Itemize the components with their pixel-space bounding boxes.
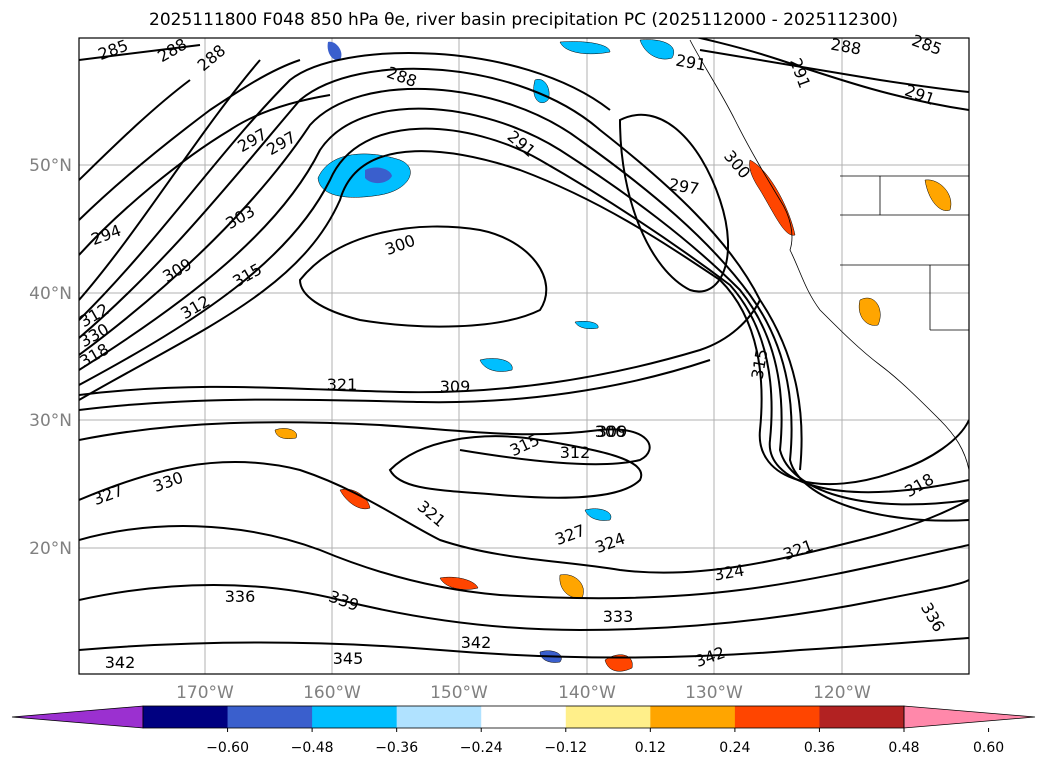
colorbar-segment <box>227 706 313 728</box>
contour-label: 321 <box>781 536 816 564</box>
latitude-label: 40°N <box>29 284 72 304</box>
contour-label: 324 <box>593 529 628 557</box>
colorbar-tick-label: 0.60 <box>973 740 1004 756</box>
contour-label: 312 <box>560 443 591 462</box>
latitude-label: 50°N <box>29 156 72 176</box>
shade-patch <box>604 654 633 672</box>
shade-patch <box>439 576 479 590</box>
shade-patch <box>639 39 674 60</box>
contour-label: 297 <box>234 124 270 156</box>
contour-label: 294 <box>89 221 124 249</box>
colorbar-segment <box>650 706 736 728</box>
shade-patch <box>533 79 550 104</box>
contour-label: 321 <box>327 375 358 394</box>
precip-pc-shading <box>274 39 952 672</box>
shade-patch <box>574 321 599 329</box>
contour-label: 297 <box>263 127 299 159</box>
colorbar-tick-label: 0.36 <box>804 740 835 756</box>
latitude-label: 20°N <box>29 539 72 559</box>
contour-label: 297 <box>667 175 700 199</box>
colorbar-extend-low <box>11 705 144 729</box>
colorbar-segment <box>143 706 229 728</box>
contour-label: 345 <box>333 649 364 668</box>
contour-label: 309 <box>597 422 628 441</box>
contour-label: 312 <box>177 291 213 323</box>
contour-label: 330 <box>151 468 186 496</box>
shade-patch <box>327 41 342 61</box>
contour-label: 342 <box>105 653 136 672</box>
colorbar-tick-label: −0.36 <box>375 740 418 756</box>
colorbar-tick-label: 0.48 <box>888 740 919 756</box>
longitude-labels: 170°W 160°W 150°W 140°W 130°W 120°W <box>176 683 871 703</box>
contour-label: 303 <box>222 201 258 233</box>
contour-label: 342 <box>461 633 492 652</box>
colorbar-segment <box>396 706 482 728</box>
contour-label: 291 <box>674 51 707 75</box>
map-title: 2025111800 F048 850 hPa θe, river basin … <box>149 10 898 30</box>
contour-label: 333 <box>603 607 634 626</box>
longitude-label: 160°W <box>303 683 361 703</box>
shade-patch <box>858 297 881 326</box>
shade-patch <box>339 488 371 510</box>
contour-label: 285 <box>909 31 944 59</box>
colorbar-tick-label: 0.24 <box>719 740 750 756</box>
colorbar-segment <box>734 706 820 728</box>
contour-label: 315 <box>748 347 772 380</box>
longitude-label: 120°W <box>813 683 871 703</box>
graticule <box>79 38 969 674</box>
contour-label: 288 <box>154 34 190 66</box>
shade-patch <box>559 41 611 55</box>
colorbar-segment <box>312 706 398 728</box>
plot-frame <box>78 37 970 675</box>
colorbar-tick-label: 0.12 <box>635 740 666 756</box>
shade-patch <box>479 358 513 372</box>
contour-label: 327 <box>553 521 588 549</box>
shade-patch <box>274 428 297 439</box>
contour-label: 300 <box>383 231 418 259</box>
contour-label: 309 <box>159 254 195 286</box>
shade-patch <box>924 179 952 211</box>
colorbar-tick-labels: −0.60 −0.48 −0.36 −0.24 −0.12 0.12 0.24 0.36 0.4… <box>206 728 1004 756</box>
contour-label: 288 <box>384 63 419 91</box>
colorbar-segment <box>819 706 905 728</box>
colorbar-extend-high <box>903 705 1036 729</box>
longitude-label: 150°W <box>430 683 488 703</box>
theta-e-contours <box>79 38 969 659</box>
contour-label: 315 <box>229 259 265 291</box>
contour-label: 306 <box>595 422 626 441</box>
contour-label: 288 <box>829 35 862 59</box>
contour-label: 336 <box>917 599 949 635</box>
colorbar-segment <box>565 706 651 728</box>
longitude-label: 130°W <box>685 683 743 703</box>
contour-label: 318 <box>901 469 937 501</box>
contour-label: 285 <box>96 36 131 64</box>
longitude-label: 140°W <box>558 683 616 703</box>
contour-label: 336 <box>225 587 256 606</box>
colorbar-frame <box>142 705 905 729</box>
contour-label: 291 <box>786 56 814 91</box>
latitude-labels: 50°N 40°N 30°N 20°N <box>29 156 72 559</box>
latitude-label: 30°N <box>29 411 72 431</box>
colorbar-tick-label: −0.24 <box>460 740 503 756</box>
contour-label: 342 <box>693 643 728 671</box>
colorbar-segment <box>481 706 567 728</box>
longitude-label: 170°W <box>176 683 234 703</box>
contour-label: 327 <box>91 481 126 509</box>
contour-label: 309 <box>440 377 471 396</box>
contour-label: 324 <box>712 561 745 585</box>
coastline <box>689 39 969 471</box>
shade-patch <box>365 167 392 184</box>
shade-patch <box>584 508 612 521</box>
contour-label: 321 <box>414 497 450 531</box>
colorbar <box>11 705 1036 729</box>
contour-label: 291 <box>902 81 937 109</box>
shade-patch <box>559 574 584 599</box>
colorbar-tick-label: −0.48 <box>291 740 334 756</box>
contour-label: 300 <box>720 147 754 183</box>
shade-patch <box>749 159 796 236</box>
colorbar-tick-label: −0.12 <box>544 740 587 756</box>
colorbar-tick-label: −0.60 <box>206 740 249 756</box>
